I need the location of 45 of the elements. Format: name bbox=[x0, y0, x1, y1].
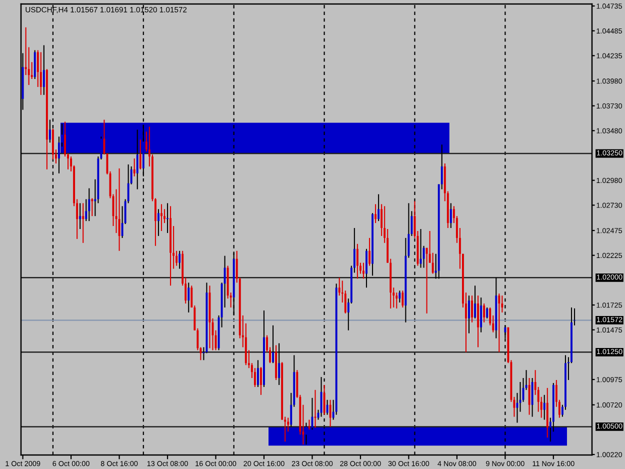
candlestick bbox=[402, 290, 404, 308]
candlestick bbox=[188, 282, 190, 313]
candlestick bbox=[498, 293, 500, 353]
candlestick bbox=[42, 44, 45, 96]
candlestick bbox=[88, 188, 90, 222]
candlestick bbox=[471, 295, 473, 323]
candlestick bbox=[166, 202, 168, 234]
candlestick bbox=[178, 250, 181, 270]
candlestick bbox=[356, 243, 358, 280]
candlestick bbox=[531, 377, 534, 418]
candlestick bbox=[543, 394, 546, 420]
candlestick bbox=[133, 158, 136, 177]
candlestick bbox=[82, 202, 84, 244]
candlestick bbox=[486, 306, 488, 319]
candlestick bbox=[368, 237, 370, 266]
candlestick bbox=[118, 168, 120, 252]
candlestick bbox=[528, 377, 530, 416]
candlestick bbox=[468, 295, 470, 334]
candlestick bbox=[362, 262, 364, 280]
candlestick bbox=[308, 419, 310, 430]
candlestick bbox=[48, 119, 51, 144]
candlestick bbox=[374, 204, 377, 224]
candlestick bbox=[483, 302, 486, 323]
candlestick bbox=[160, 204, 162, 232]
candlestick bbox=[329, 399, 332, 428]
candlestick bbox=[91, 198, 94, 217]
candlestick bbox=[157, 208, 160, 236]
candlestick bbox=[326, 399, 328, 416]
candlestick bbox=[40, 52, 42, 96]
candlestick bbox=[477, 295, 480, 348]
candlestick bbox=[256, 360, 259, 388]
candlestick bbox=[278, 342, 280, 386]
candlestick bbox=[398, 290, 401, 304]
candlestick bbox=[480, 297, 482, 333]
candlestick bbox=[474, 285, 476, 319]
candlestick bbox=[79, 202, 82, 230]
candlestick bbox=[366, 248, 368, 288]
candlestick bbox=[190, 285, 193, 308]
candlestick bbox=[432, 252, 434, 274]
candlestick bbox=[323, 384, 326, 416]
candlestick bbox=[139, 139, 142, 170]
candlestick bbox=[450, 202, 452, 229]
candlestick bbox=[260, 366, 262, 396]
candlestick bbox=[272, 324, 274, 364]
candlestick bbox=[378, 194, 380, 222]
